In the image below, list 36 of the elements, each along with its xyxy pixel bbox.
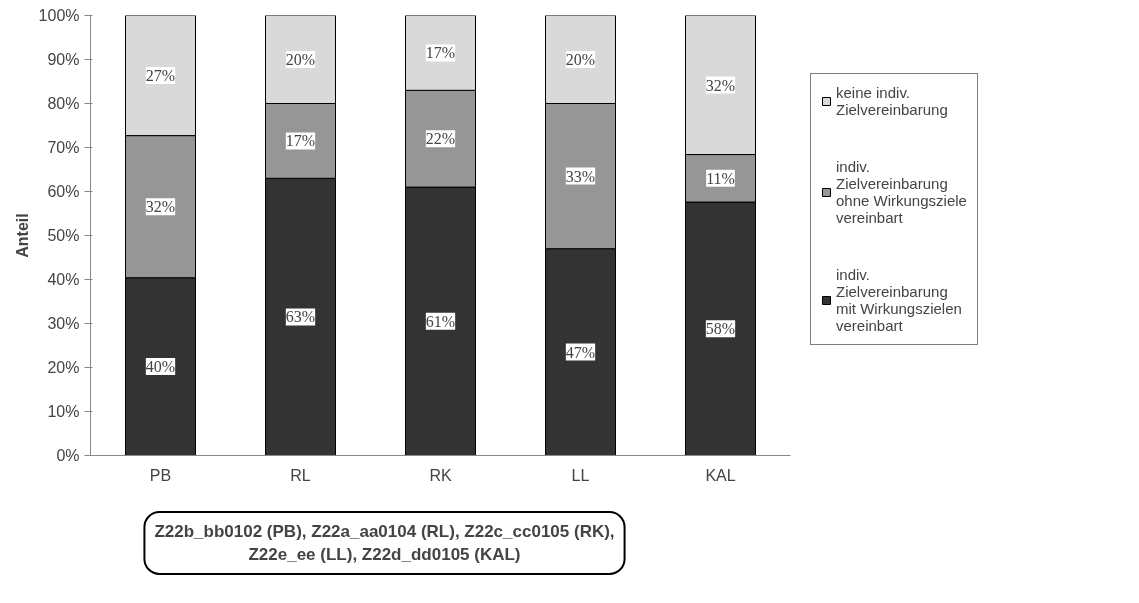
- data-label: 11%: [706, 169, 735, 187]
- x-tick-label: PB: [149, 466, 172, 484]
- data-label: 17%: [285, 132, 316, 150]
- data-label: 63%: [285, 308, 316, 326]
- data-label: 61%: [425, 312, 456, 330]
- y-tick-label: 10%: [47, 403, 80, 420]
- data-label: 47%: [565, 343, 596, 361]
- y-tick-label: 80%: [47, 95, 80, 112]
- data-label: 17%: [425, 44, 456, 62]
- data-label: 22%: [425, 130, 456, 148]
- x-tick-label: LL: [571, 466, 590, 484]
- legend-label: keine indiv. Zielvereinbarung: [836, 84, 948, 118]
- y-tick-label: 60%: [47, 183, 80, 200]
- data-label: 20%: [285, 51, 316, 68]
- y-tick-label: 70%: [47, 139, 80, 156]
- text: Z22b_bb0102 (PB), Z22a_aa0104 (RL), Z22c_cc0105 (RK), Z22e_ee (LL), Z22d_dd0105 (KAL): [154, 522, 615, 564]
- x-tick-label: RL: [290, 466, 311, 484]
- x-tick-label: RK: [429, 466, 452, 484]
- data-label: 32%: [705, 76, 736, 94]
- y-axis-title: Anteil: [13, 213, 31, 258]
- y-tick-label: 20%: [47, 359, 80, 376]
- data-label: 27%: [145, 67, 176, 85]
- y-tick-label: 100%: [38, 7, 80, 24]
- data-label: 40%: [145, 358, 176, 376]
- data-label: 20%: [565, 51, 596, 68]
- legend-label: indiv. Zielvereinbarung ohne Wirkungsziele vereinbart: [836, 158, 967, 226]
- y-tick-label: 90%: [47, 51, 80, 68]
- data-label: 33%: [565, 167, 596, 185]
- data-label: 32%: [145, 198, 176, 216]
- y-tick-label: 40%: [47, 271, 80, 288]
- data-label: 58%: [705, 320, 736, 338]
- y-tick-label: 50%: [47, 227, 80, 244]
- y-tick-label: 0%: [56, 447, 80, 464]
- x-tick-label: KAL: [705, 466, 736, 484]
- y-tick-label: 30%: [47, 315, 80, 332]
- legend-label: indiv. Zielvereinbarung mit Wirkungszielen vereinbart: [836, 266, 962, 334]
